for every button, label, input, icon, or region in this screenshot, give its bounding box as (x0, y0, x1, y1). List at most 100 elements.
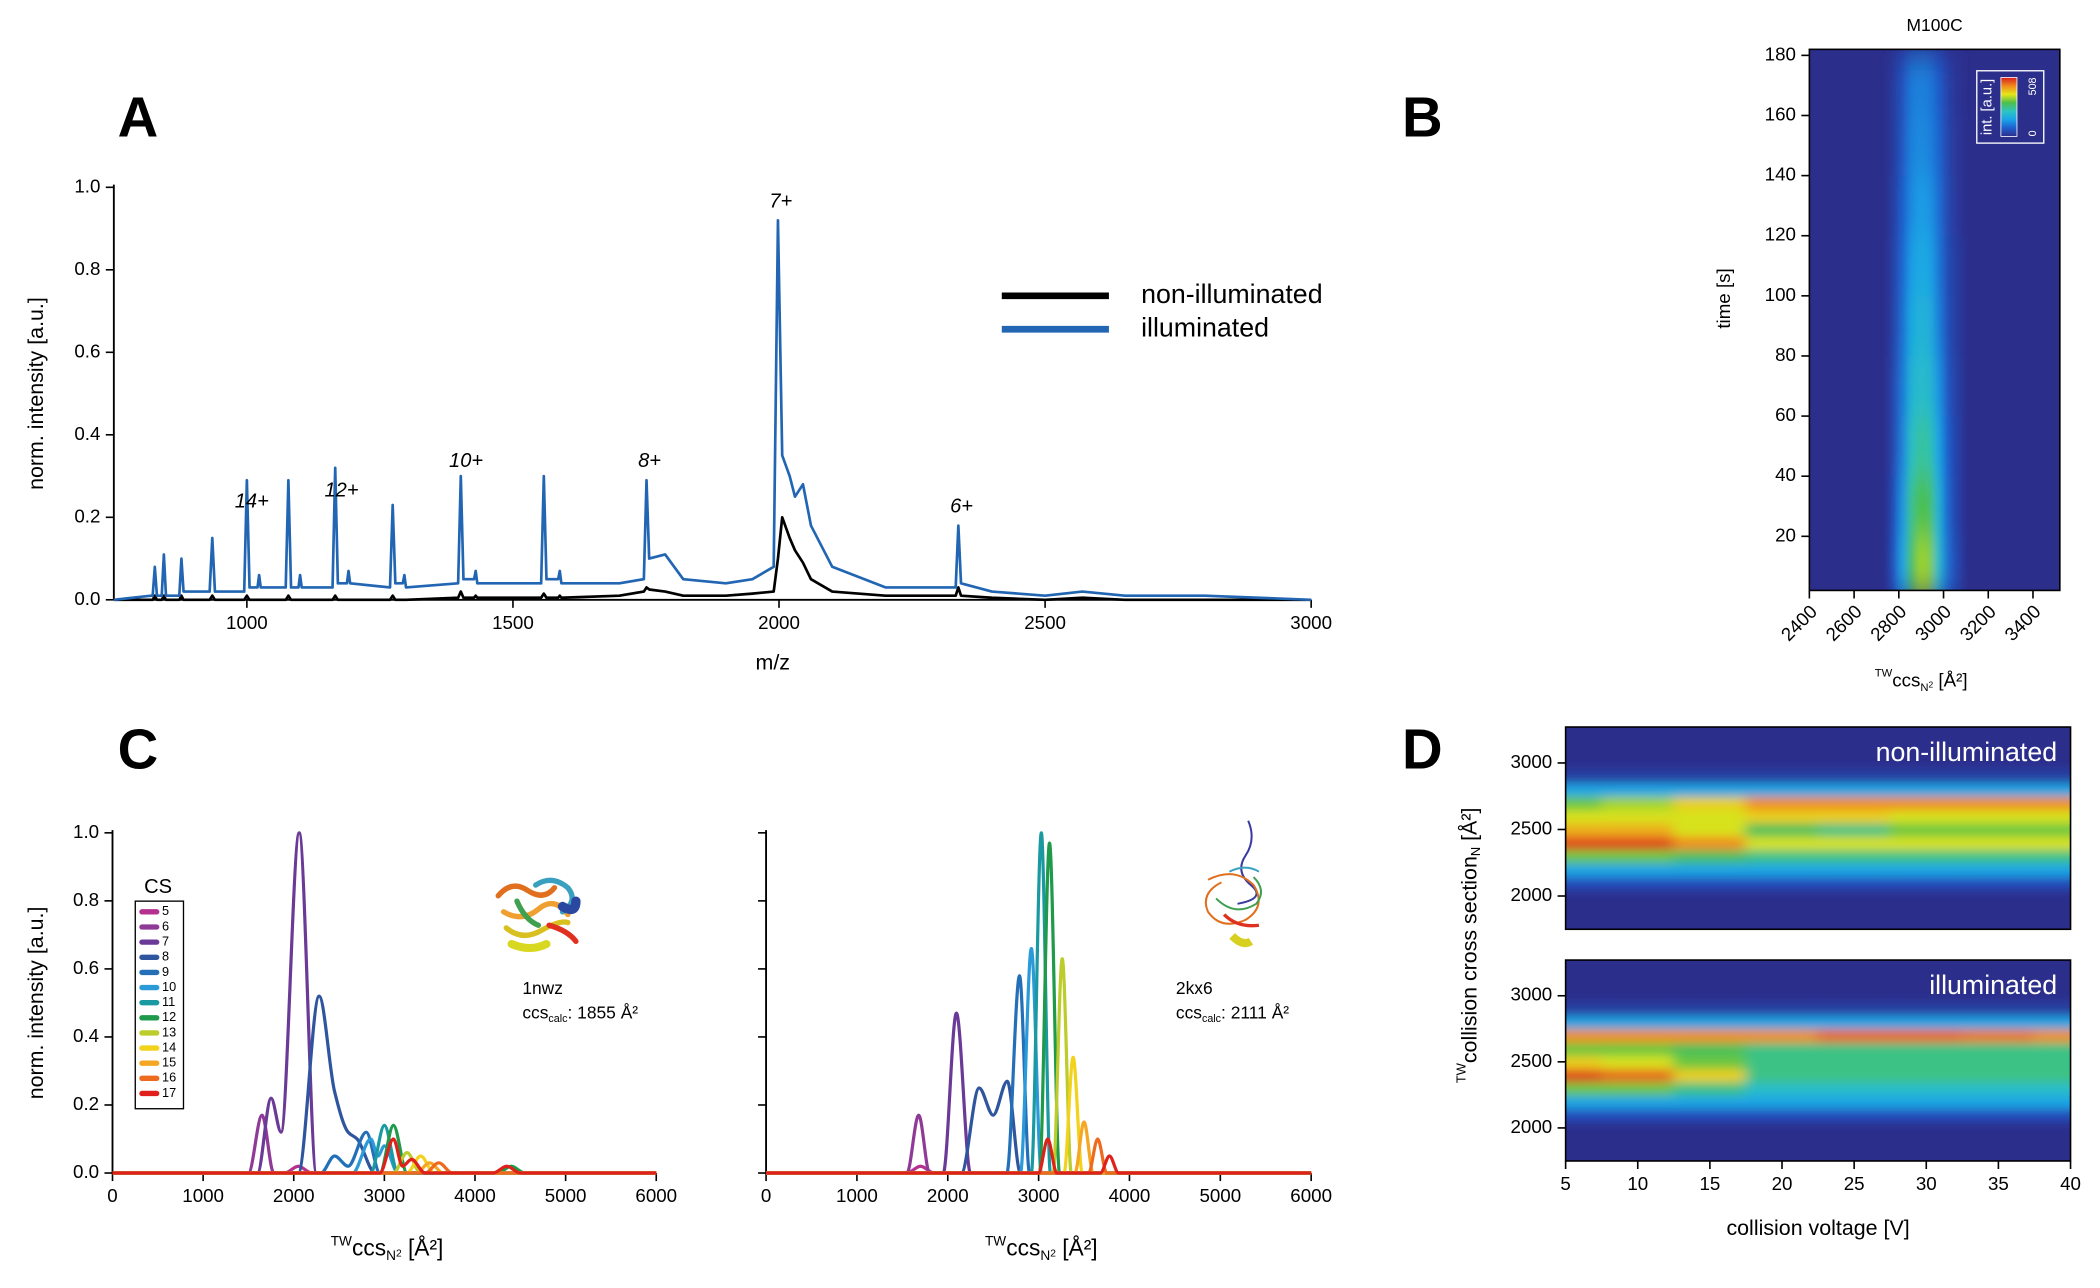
legend-label: 17 (162, 1085, 176, 1100)
heatmap-cell (1961, 1041, 2036, 1056)
heatmap-cell (1942, 475, 1954, 537)
legend-label: 15 (162, 1055, 176, 1070)
heatmap-cell (1889, 415, 1900, 477)
x-tick-label: 2400 (1777, 601, 1821, 645)
x-tick-label: 1000 (836, 1185, 878, 1206)
x-tick-label: 2500 (1024, 612, 1066, 633)
heatmap-cell (1961, 1014, 2036, 1030)
structure-name: 1nwz (522, 978, 563, 998)
heatmap-cell (1817, 1028, 1891, 1043)
heatmap-cell (1817, 795, 1891, 811)
label-part: N (1920, 682, 1928, 694)
heatmap-cell (1889, 808, 1964, 824)
panel-label: B (1402, 86, 1443, 149)
heatmap-cell (1673, 1041, 1747, 1056)
protein-1nwz (495, 877, 581, 953)
heatmap-cell (1817, 1080, 1891, 1096)
heatmap-cell (1745, 768, 1819, 784)
peak-annotation: 10+ (449, 450, 483, 472)
heatmap-cell (1889, 835, 1964, 851)
heatmap-cell (2033, 835, 2071, 851)
heatmap-cell (1565, 1001, 1603, 1017)
heatmap-cell (2033, 795, 2071, 811)
heatmap-cell (1907, 114, 1918, 177)
heatmap-cell (1889, 1014, 1964, 1030)
label-part: [Å²] (402, 1234, 444, 1260)
heatmap-cell (1673, 768, 1747, 784)
heatmap-cell (1933, 114, 1945, 177)
x-tick-label: 35 (1988, 1173, 2009, 1194)
x-tick-label: 3200 (1956, 601, 2000, 645)
label-part: N (1040, 1248, 1050, 1263)
heatmap-cell (1916, 54, 1927, 117)
heatmap-cell (1601, 808, 1675, 824)
heatmap-cell (1951, 475, 1963, 537)
heatmap-cell (1933, 475, 1945, 537)
heatmap-cell (1565, 1028, 1603, 1043)
heatmap-cell (1907, 475, 1918, 537)
heatmap-cell (1916, 174, 1927, 237)
heatmap-cell (1933, 235, 1945, 297)
y-tick-label: 40 (1775, 464, 1796, 485)
heatmap-cell (2033, 782, 2071, 797)
y-tick-label: 1.0 (74, 175, 100, 196)
heatmap-cell (1907, 295, 1918, 357)
heatmap-cell (1898, 235, 1909, 297)
heatmap-cell (1924, 475, 1936, 537)
y-tick-label: 180 (1765, 43, 1796, 64)
y-tick-label: 0.4 (74, 423, 100, 444)
x-axis-label: m/z (756, 651, 790, 675)
heatmap-cell (1889, 875, 1964, 891)
heatmap-cell (1916, 295, 1927, 357)
heatmap-cell (1673, 835, 1747, 851)
heatmap-cell (1924, 355, 1936, 417)
x-tick-label: 1000 (226, 612, 268, 633)
heatmap-cell (1916, 415, 1927, 477)
x-tick-label: 3000 (1018, 1185, 1060, 1206)
heatmap-cell (1565, 1094, 1603, 1109)
y-tick-label: 0.8 (74, 258, 100, 279)
x-tick-label: 2800 (1866, 601, 1910, 645)
y-tick-label: 60 (1775, 404, 1796, 425)
y-tick-label: 0.2 (73, 1093, 99, 1114)
x-tick-label: 25 (1844, 1173, 1865, 1194)
heatmap-cell (1889, 1028, 1964, 1043)
heatmap-cell (1951, 114, 1963, 177)
heatmap-cell (2033, 808, 2071, 824)
heatmap-cell (1907, 415, 1918, 477)
x-tick-label: 4000 (1109, 1185, 1151, 1206)
colorbar (2000, 77, 2018, 137)
legend-label: illuminated (1141, 312, 1269, 342)
y-tick-label: 160 (1765, 103, 1796, 124)
heatmap-cell (1565, 1067, 1603, 1083)
heatmap-cell (2033, 768, 2071, 784)
heatmap-cell (1601, 782, 1675, 797)
heatmap-cell (1565, 782, 1603, 797)
heatmap-cell (1951, 235, 1963, 297)
heatmap-cell (1745, 848, 1819, 864)
heatmap-cell (1817, 1001, 1891, 1017)
heatmap-cell (1565, 1041, 1603, 1056)
heatmap-cell (1961, 835, 2036, 851)
heatmap-cell (1817, 808, 1891, 824)
heatmap-cell (1961, 782, 2036, 797)
heatmap-cell (1907, 355, 1918, 417)
peak-annotation: 12+ (324, 480, 358, 502)
heatmap-cell (1673, 1080, 1747, 1096)
heatmap-cell (1951, 174, 1963, 237)
heatmap-cell (1817, 875, 1891, 891)
heatmap-cell (1601, 1107, 1675, 1122)
heatmap-cell (1889, 235, 1900, 297)
x-tick-label: 4000 (454, 1185, 496, 1206)
heatmap-cell (1961, 848, 2036, 864)
heatmap-cell (1745, 795, 1819, 811)
axis-label: TWcollision cross sectionN [Å²] (1454, 808, 1484, 1084)
heatmap-cell (1961, 1001, 2036, 1017)
heatmap (1809, 49, 2060, 591)
heatmap-cell (1889, 1067, 1964, 1083)
heatmap-cell (1961, 1080, 2036, 1096)
peak-annotation: 7+ (769, 190, 792, 212)
ccs-main: ccs (1176, 1002, 1202, 1022)
heatmap-cell (1924, 295, 1936, 357)
legend-label: non-illuminated (1141, 279, 1323, 309)
